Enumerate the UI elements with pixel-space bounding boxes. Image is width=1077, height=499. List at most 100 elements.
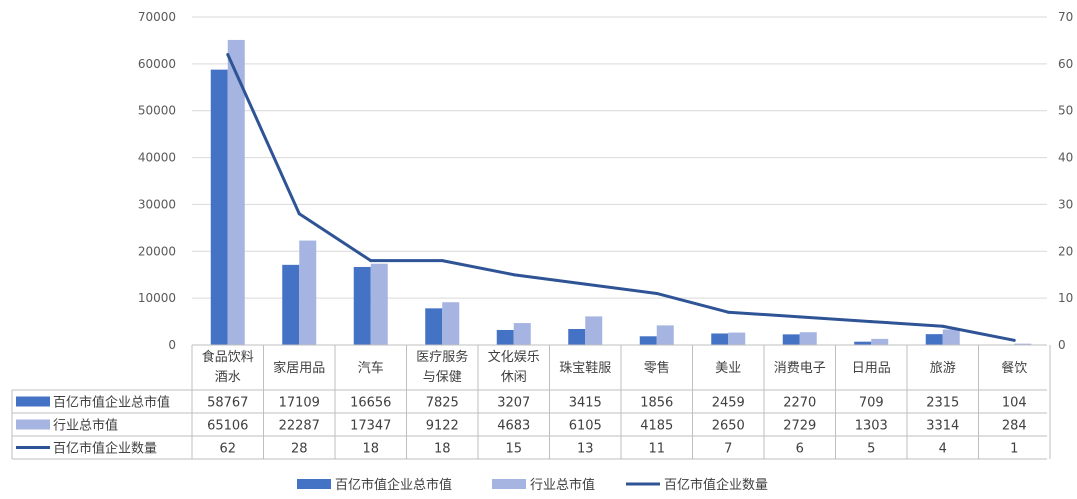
table-cell-value: 1856 bbox=[640, 396, 673, 411]
bar-total-cap-100b bbox=[353, 266, 371, 345]
bar-total-cap-100b bbox=[925, 334, 943, 345]
line-point bbox=[297, 212, 301, 216]
right-axis-tick-label: 50 bbox=[1058, 104, 1073, 118]
bar-total-cap-100b bbox=[425, 308, 443, 345]
category-label: 零售 bbox=[644, 360, 670, 376]
right-axis-tick-label: 20 bbox=[1058, 244, 1073, 258]
line-point bbox=[226, 52, 230, 56]
bar-total-cap-100b bbox=[210, 69, 228, 345]
table-cell-value: 2270 bbox=[783, 396, 816, 411]
table-cell-value: 58767 bbox=[207, 396, 248, 411]
left-axis-tick-label: 60000 bbox=[138, 57, 176, 71]
left-axis-tick-label: 20000 bbox=[138, 244, 176, 258]
category-label: 休闲 bbox=[501, 370, 527, 385]
left-axis-tick-label: 50000 bbox=[138, 104, 176, 118]
table-cell-value: 7825 bbox=[426, 396, 459, 411]
table-cell-value: 13 bbox=[577, 442, 594, 457]
table-series-name: 百亿市值企业总市值 bbox=[53, 395, 170, 411]
bar-industry-total-cap bbox=[513, 323, 531, 345]
bar-series-group bbox=[210, 39, 1032, 345]
right-axis-tick-label: 60 bbox=[1058, 57, 1073, 71]
table-cell-value: 3314 bbox=[926, 419, 959, 434]
table-cell-value: 5 bbox=[867, 442, 875, 457]
table-cell-value: 709 bbox=[859, 396, 884, 411]
table-cell-value: 1303 bbox=[855, 419, 888, 434]
legend-key bbox=[492, 479, 526, 489]
table-series-name: 行业总市值 bbox=[53, 418, 118, 434]
bar-total-cap-100b bbox=[711, 333, 729, 345]
table-cell-value: 284 bbox=[1002, 419, 1027, 434]
bar-industry-total-cap bbox=[656, 325, 674, 345]
line-point bbox=[798, 315, 802, 319]
bar-total-cap-100b bbox=[282, 264, 300, 345]
table-cell-value: 15 bbox=[505, 442, 522, 457]
bar-total-cap-100b bbox=[639, 336, 657, 345]
category-label: 日用品 bbox=[852, 361, 891, 376]
bar-industry-total-cap bbox=[299, 240, 317, 345]
line-point bbox=[941, 324, 945, 328]
table-legend-key bbox=[16, 396, 50, 407]
category-label: 旅游 bbox=[930, 361, 956, 376]
bar-total-cap-100b bbox=[568, 328, 586, 345]
table-cell-value: 62 bbox=[219, 442, 236, 457]
table-cell-value: 104 bbox=[1002, 396, 1027, 411]
bar-industry-total-cap bbox=[942, 329, 960, 345]
left-axis-tick-label: 10000 bbox=[138, 291, 176, 305]
table-cell-value: 4 bbox=[939, 442, 947, 457]
table-cell-value: 4185 bbox=[640, 419, 673, 434]
category-label: 酒水 bbox=[215, 370, 241, 385]
left-axis-tick-label: 0 bbox=[168, 338, 176, 352]
category-label: 家居用品 bbox=[273, 360, 325, 376]
line-point bbox=[369, 259, 373, 263]
line-point bbox=[440, 259, 444, 263]
category-label: 医疗服务 bbox=[416, 349, 468, 365]
bar-industry-total-cap bbox=[370, 263, 388, 345]
category-label: 与保健 bbox=[423, 370, 462, 385]
bar-industry-total-cap bbox=[585, 316, 603, 345]
right-axis-tick-label: 40 bbox=[1058, 151, 1073, 165]
table-cell-value: 7 bbox=[724, 442, 732, 457]
line-point bbox=[1012, 338, 1016, 342]
category-label: 汽车 bbox=[358, 360, 384, 376]
table-cell-value: 4683 bbox=[497, 419, 530, 434]
table-cell-value: 2729 bbox=[783, 419, 816, 434]
legend: 百亿市值企业总市值 行业总市值 百亿市值企业数量 bbox=[297, 477, 768, 493]
line-series-group bbox=[226, 52, 1016, 342]
right-axis-tick-label: 0 bbox=[1058, 338, 1066, 352]
left-axis-tick-label: 70000 bbox=[138, 10, 176, 24]
line-point bbox=[726, 310, 730, 314]
line-point bbox=[655, 291, 659, 295]
legend-label: 行业总市值 bbox=[530, 477, 595, 493]
legend-label: 百亿市值企业总市值 bbox=[335, 477, 452, 493]
table-cell-value: 3415 bbox=[569, 396, 602, 411]
right-axis-tick-label: 10 bbox=[1058, 291, 1073, 305]
table-cell-value: 2315 bbox=[926, 396, 959, 411]
bar-total-cap-100b bbox=[854, 341, 872, 345]
table-cell-value: 2459 bbox=[712, 396, 745, 411]
table-series-name: 百亿市值企业数量 bbox=[53, 441, 157, 457]
left-axis-tick-label: 30000 bbox=[138, 197, 176, 211]
table-cell-value: 6105 bbox=[569, 419, 602, 434]
table-cell-value: 9122 bbox=[426, 419, 459, 434]
table-cell-value: 16656 bbox=[350, 396, 391, 411]
bar-total-cap-100b bbox=[496, 329, 514, 345]
line-point bbox=[583, 282, 587, 286]
table-cell-value: 22287 bbox=[279, 419, 320, 434]
legend-label: 百亿市值企业数量 bbox=[664, 477, 768, 493]
table-cell-value: 3207 bbox=[497, 396, 530, 411]
table-cell-value: 18 bbox=[434, 442, 451, 457]
category-label: 珠宝鞋服 bbox=[559, 360, 611, 376]
bar-industry-total-cap bbox=[799, 332, 817, 345]
bar-industry-total-cap bbox=[227, 39, 245, 345]
bar-industry-total-cap bbox=[871, 338, 889, 345]
right-axis-tick-label: 70 bbox=[1058, 10, 1073, 24]
table-cell-value: 17347 bbox=[350, 419, 391, 434]
category-label: 食品饮料 bbox=[202, 349, 254, 365]
legend-key bbox=[297, 479, 331, 489]
gridlines bbox=[192, 16, 1047, 299]
table-cell-value: 2650 bbox=[712, 419, 745, 434]
table-legend-key bbox=[16, 419, 50, 430]
table-cell-value: 11 bbox=[648, 442, 665, 457]
